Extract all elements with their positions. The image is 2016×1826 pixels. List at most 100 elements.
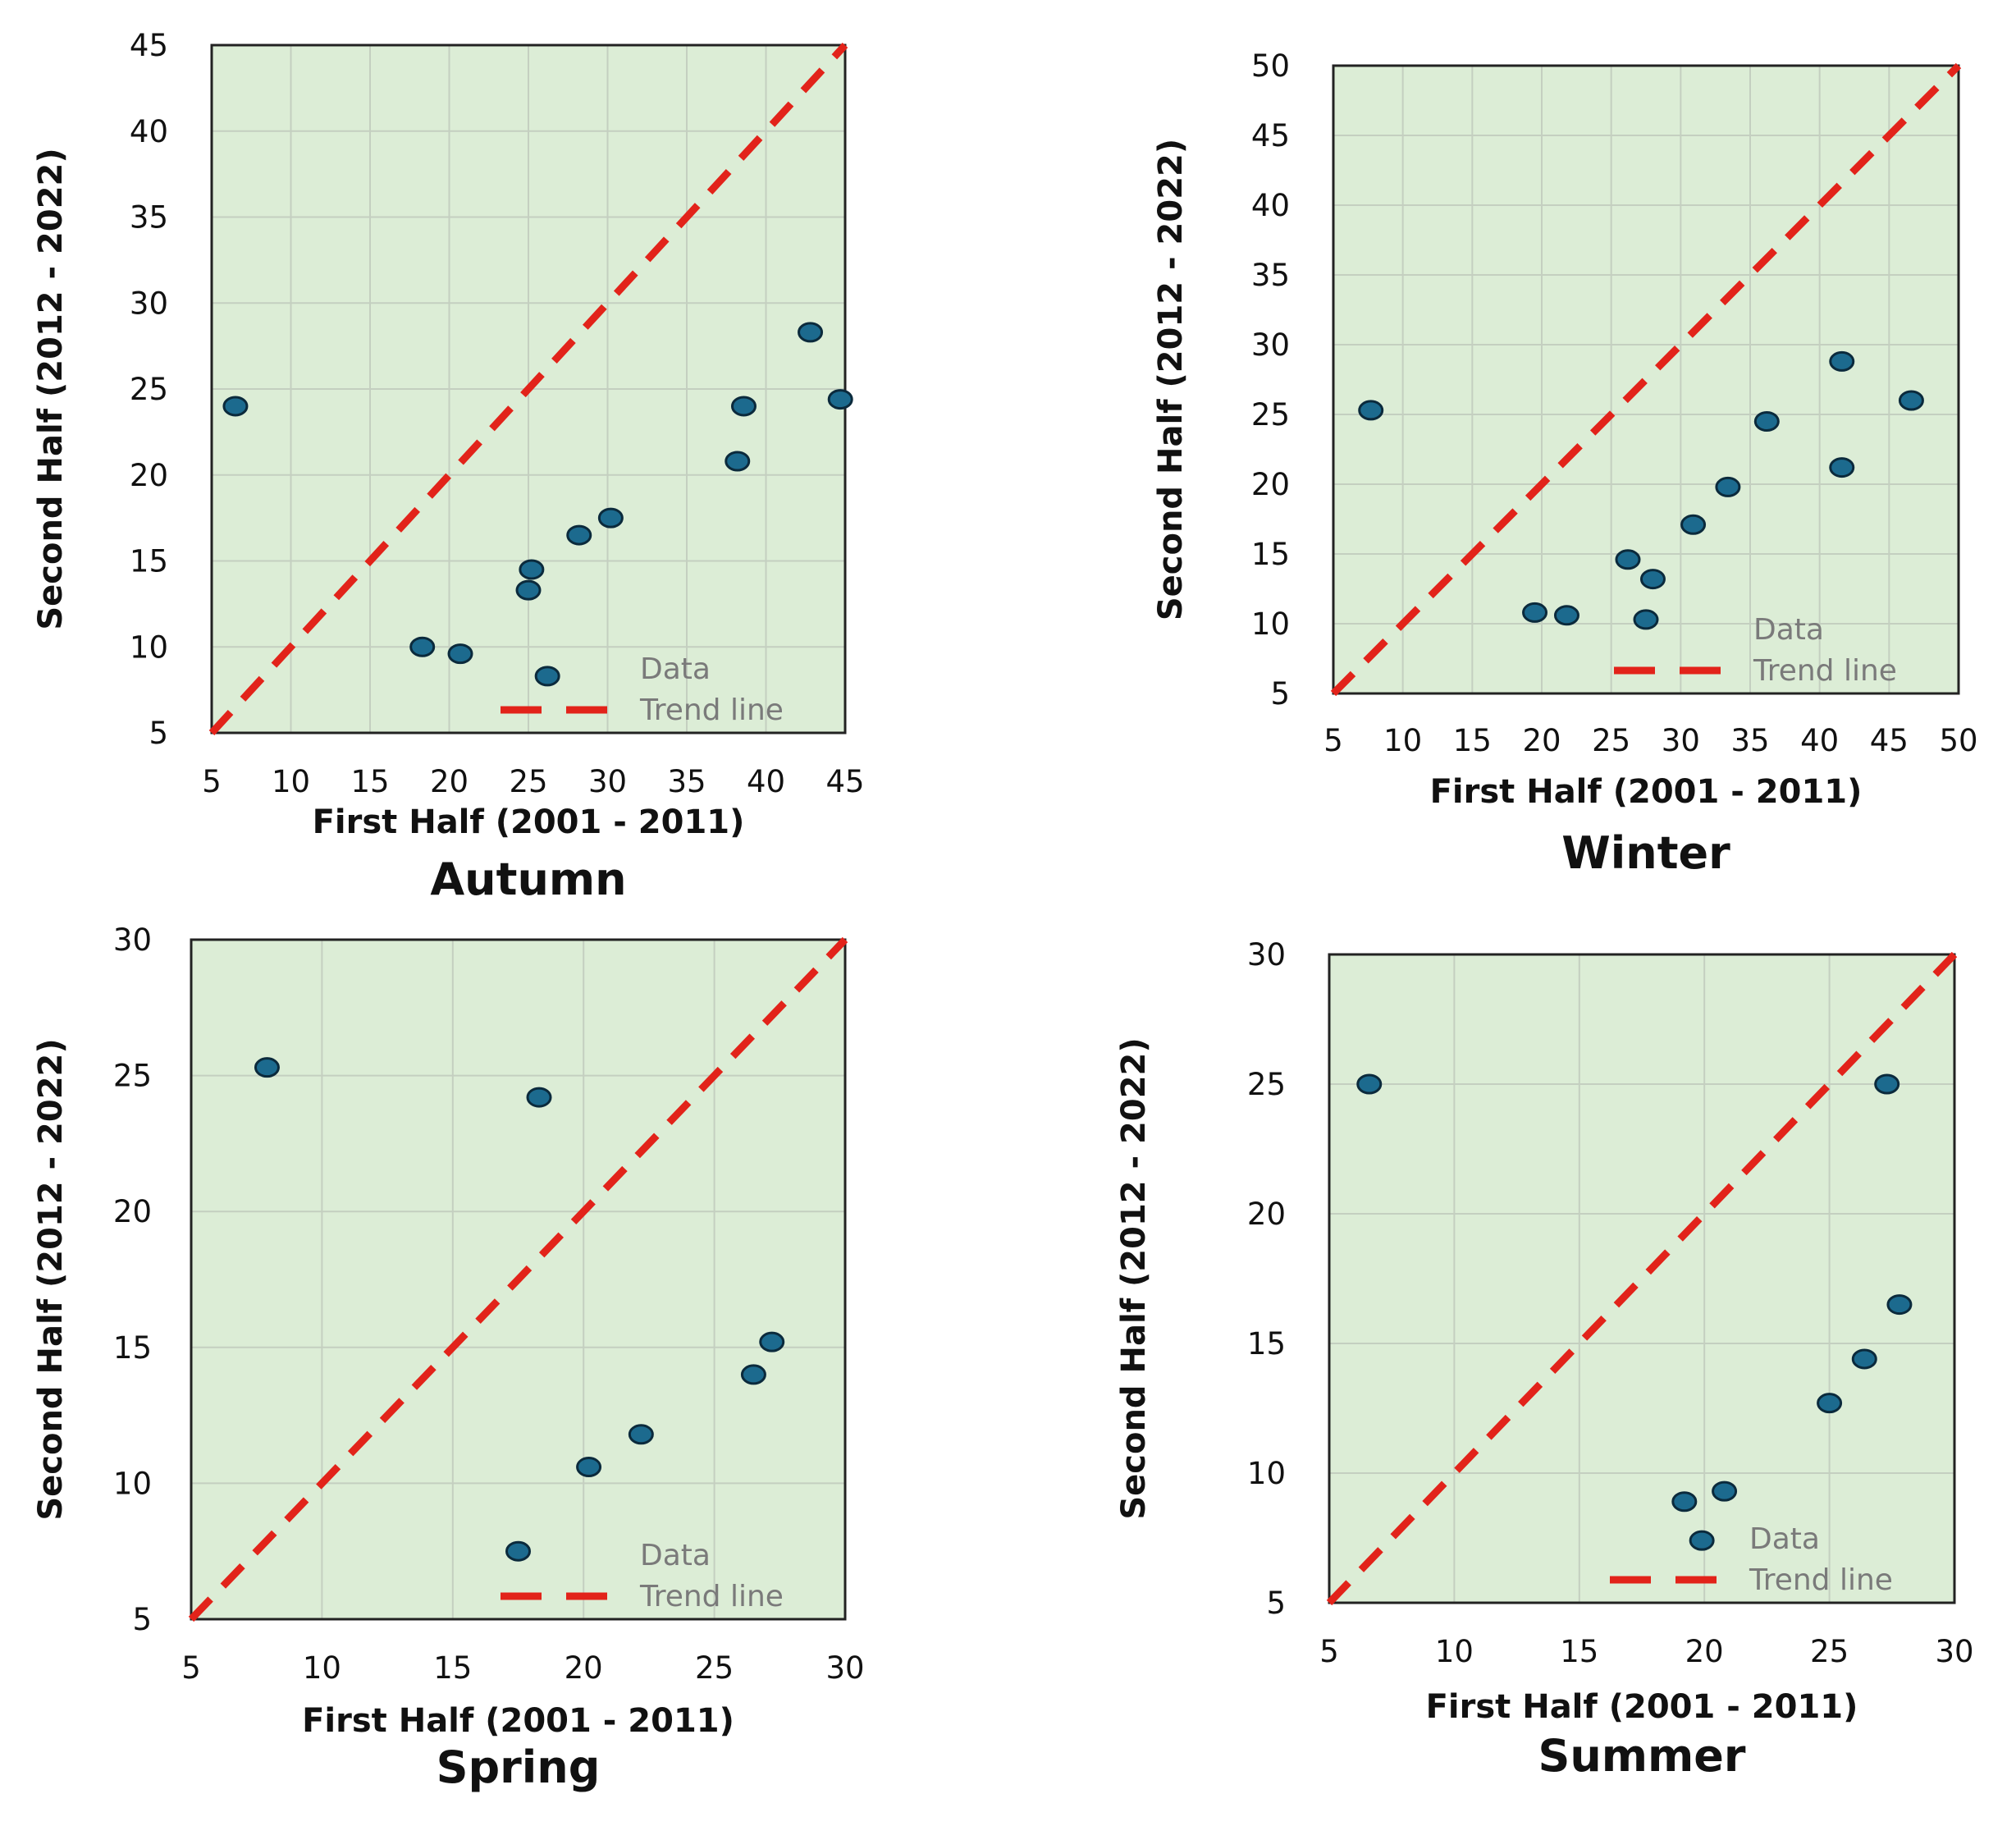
winter-legend-label-trend: Trend line [1753, 654, 1897, 688]
winter-data-point [1633, 609, 1659, 630]
spring-y-tick-label: 30 [113, 922, 152, 958]
autumn-data-point [566, 524, 592, 546]
spring-y-tick-label: 15 [113, 1330, 152, 1366]
summer-legend: Data Trend line [1610, 1522, 1893, 1597]
winter-data-point [1898, 390, 1924, 411]
spring-legend-label-trend: Trend line [639, 1580, 784, 1613]
spring-x-axis-title: First Half (2001 - 2011) [302, 1702, 734, 1740]
spring-data-point [505, 1540, 531, 1562]
winter-x-tick-label: 5 [1323, 723, 1343, 758]
winter-data-point [1680, 514, 1707, 535]
winter-data-point [1829, 457, 1855, 478]
autumn-x-tick-label: 15 [350, 764, 389, 799]
summer-x-tick-label: 5 [1319, 1634, 1339, 1669]
autumn-y-tick-label: 30 [130, 286, 168, 321]
autumn-legend-label-data: Data [640, 652, 711, 686]
spring-y-tick-label: 10 [113, 1466, 152, 1501]
winter-y-axis-title: Second Half (2012 - 2022) [1152, 139, 1190, 620]
autumn-y-tick-label: 20 [130, 458, 168, 493]
spring-panel-title: Spring [437, 1741, 601, 1793]
winter-y-tick-label: 20 [1251, 467, 1290, 502]
summer-chart: 5 10 15 20 25 30 5 10 15 20 25 30 First Half (2001 -… [1115, 937, 1974, 1782]
summer-y-tick-label: 20 [1247, 1197, 1286, 1232]
autumn-x-tick-label: 40 [747, 764, 785, 799]
summer-x-tick-label: 30 [1935, 1634, 1973, 1669]
summer-x-axis-title: First Half (2001 - 2011) [1426, 1688, 1858, 1726]
summer-y-tick-label: 10 [1247, 1456, 1286, 1491]
autumn-x-tick-label: 35 [667, 764, 706, 799]
autumn-data-point [597, 507, 624, 529]
winter-chart: 5 10 15 20 25 30 35 40 45 50 5 10 15 20 25 30 35 40 45 50 Fi… [1152, 48, 1978, 879]
summer-plot-frame [1328, 953, 1956, 1604]
summer-y-tick-label: 5 [1266, 1586, 1286, 1621]
spring-y-axis-title: Second Half (2012 - 2022) [32, 1038, 70, 1520]
autumn-data-point [725, 451, 751, 472]
autumn-data-point [447, 643, 473, 665]
winter-plot-frame [1332, 64, 1960, 695]
summer-x-tick-label: 15 [1560, 1634, 1598, 1669]
spring-x-tick-label: 5 [181, 1650, 201, 1686]
spring-y-tick-label: 5 [132, 1602, 152, 1637]
summer-data-point [1689, 1530, 1715, 1551]
autumn-legend: Data Trend line [501, 652, 784, 727]
autumn-data-point [519, 559, 545, 580]
summer-x-tick-label: 25 [1810, 1634, 1849, 1669]
spring-data-point [628, 1424, 654, 1445]
winter-x-tick-label: 40 [1800, 723, 1839, 758]
summer-trend-line [1326, 951, 1958, 1606]
autumn-data-point [515, 579, 542, 601]
winter-y-tick-label: 10 [1251, 606, 1290, 642]
autumn-chart: 5 10 15 20 25 30 35 40 45 5 10 15 20 25 30 35 40 45 First … [32, 28, 865, 905]
spring-y-tick-label: 20 [113, 1194, 152, 1229]
winter-data-point [1522, 602, 1548, 623]
spring-data-point [254, 1057, 280, 1078]
summer-y-tick-label: 30 [1247, 937, 1286, 972]
spring-chart: 5 10 15 20 25 30 5 10 15 20 25 30 First Half (2001 -… [32, 922, 865, 1793]
summer-data-point [1712, 1480, 1738, 1502]
winter-y-tick-label: 45 [1251, 118, 1290, 153]
spring-x-tick-label: 30 [825, 1650, 864, 1686]
autumn-data-point [827, 389, 853, 410]
autumn-panel-title: Autumn [430, 854, 626, 905]
summer-legend-label-trend: Trend line [1749, 1563, 1893, 1597]
summer-legend-label-data: Data [1749, 1522, 1820, 1556]
winter-x-tick-label: 35 [1730, 723, 1769, 758]
autumn-x-tick-label: 45 [825, 764, 864, 799]
summer-panel-title: Summer [1538, 1730, 1745, 1782]
autumn-x-tick-label: 20 [430, 764, 469, 799]
winter-legend: Data Trend line [1614, 613, 1897, 688]
winter-x-tick-label: 50 [1939, 723, 1977, 758]
autumn-x-tick-label: 5 [202, 764, 222, 799]
autumn-plot-frame [210, 43, 847, 735]
summer-data-point [1671, 1491, 1698, 1513]
winter-x-tick-label: 20 [1522, 723, 1561, 758]
summer-data-point [1851, 1348, 1877, 1370]
autumn-data-point [222, 396, 249, 417]
autumn-data-point [730, 396, 757, 417]
spring-plot-frame [190, 938, 847, 1621]
autumn-trend-line [208, 42, 848, 736]
spring-legend-label-data: Data [640, 1539, 711, 1572]
summer-x-tick-label: 10 [1435, 1634, 1474, 1669]
summer-x-tick-label: 20 [1685, 1634, 1724, 1669]
spring-legend: Data Trend line [501, 1539, 784, 1613]
autumn-y-tick-label: 5 [149, 716, 168, 751]
winter-x-tick-label: 25 [1592, 723, 1630, 758]
winter-data-point [1615, 549, 1641, 570]
autumn-x-tick-label: 30 [588, 764, 627, 799]
spring-x-tick-label: 10 [303, 1650, 341, 1686]
winter-y-tick-label: 50 [1251, 48, 1290, 84]
spring-data-point [576, 1457, 602, 1478]
autumn-y-axis-title: Second Half (2012 - 2022) [32, 148, 70, 629]
autumn-y-tick-label: 25 [130, 372, 168, 407]
winter-x-tick-label: 15 [1453, 723, 1492, 758]
autumn-y-tick-label: 15 [130, 544, 168, 579]
winter-y-tick-label: 5 [1270, 676, 1290, 712]
winter-data-point [1639, 569, 1666, 590]
summer-data-point [1886, 1294, 1913, 1316]
autumn-y-tick-label: 35 [130, 200, 168, 236]
spring-y-tick-label: 25 [113, 1059, 152, 1094]
spring-x-tick-label: 15 [433, 1650, 472, 1686]
spring-data-point [526, 1087, 552, 1108]
winter-data-point [1753, 411, 1780, 432]
